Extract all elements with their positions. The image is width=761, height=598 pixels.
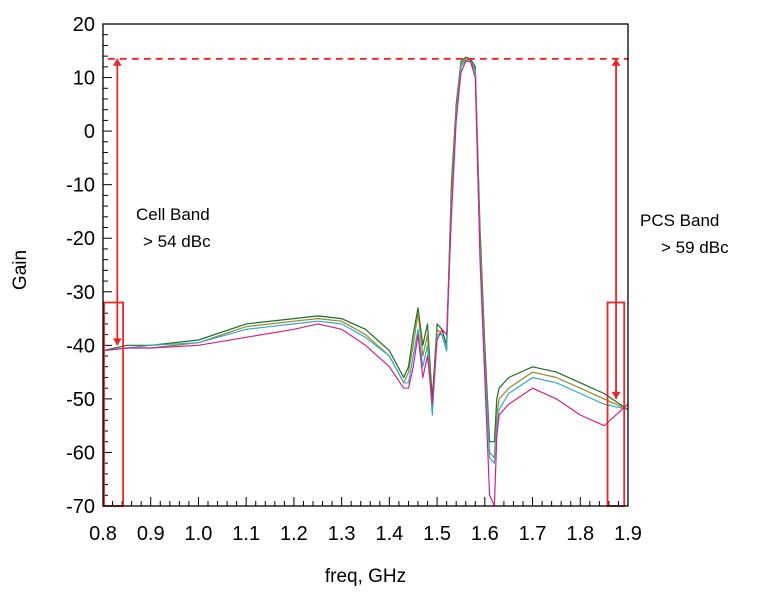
x-tick-label: 1.0 bbox=[185, 523, 213, 545]
series-line-3 bbox=[102, 59, 629, 464]
y-tick-label: 20 bbox=[73, 14, 95, 36]
annotations-group: Cell Band > 54 dBc PCS Band > 59 dBc bbox=[103, 57, 729, 507]
y-tick-label: -70 bbox=[66, 496, 95, 518]
y-tick-label: -30 bbox=[66, 282, 95, 304]
dbc-arrowhead-bottom-1 bbox=[112, 338, 122, 346]
x-tick-label: 1.9 bbox=[614, 523, 642, 545]
x-tick-label: 1.5 bbox=[423, 523, 451, 545]
x-tick-label: 0.8 bbox=[89, 523, 117, 545]
series-line-4 bbox=[102, 60, 629, 507]
x-tick-label: 1.8 bbox=[566, 523, 594, 545]
x-tick-label: 1.3 bbox=[328, 523, 356, 545]
x-tick-label: 0.9 bbox=[137, 523, 165, 545]
dbc-arrowhead-top-2 bbox=[611, 58, 621, 66]
x-tick-label: 1.2 bbox=[280, 523, 308, 545]
x-tick-label: 1.7 bbox=[519, 523, 547, 545]
pcs-band-label: PCS Band bbox=[640, 211, 719, 230]
plot-frame bbox=[102, 23, 629, 507]
x-axis-label: freq, GHz bbox=[325, 566, 406, 587]
dbc-arrowhead-bottom-2 bbox=[611, 391, 621, 399]
series-group bbox=[102, 56, 629, 507]
y-tick-label: -40 bbox=[66, 335, 95, 357]
cell-band-dbc: > 54 dBc bbox=[143, 232, 211, 251]
cell-band-label: Cell Band bbox=[136, 205, 210, 224]
y-tick-label: 0 bbox=[84, 121, 95, 143]
y-tick-label: -50 bbox=[66, 389, 95, 411]
x-tick-label: 1.1 bbox=[232, 523, 260, 545]
x-tick-label: 1.6 bbox=[471, 523, 499, 545]
y-tick-label: -10 bbox=[66, 175, 95, 197]
x-tick-label: 1.4 bbox=[375, 523, 403, 545]
y-tick-label: 10 bbox=[73, 68, 95, 90]
dbc-arrowhead-top-1 bbox=[112, 58, 122, 66]
series-line-1 bbox=[102, 56, 629, 443]
y-tick-label: -20 bbox=[66, 228, 95, 250]
pcs-band-dbc: > 59 dBc bbox=[661, 238, 729, 257]
tick-labels: 0.8 0.9 1.0 1.1 1.2 1.3 1.4 1.5 1.6 1.7 1.8 1.9 -70 -… bbox=[66, 14, 642, 545]
y-tick-label: -60 bbox=[66, 442, 95, 464]
y-axis-label: Gain bbox=[10, 250, 31, 290]
